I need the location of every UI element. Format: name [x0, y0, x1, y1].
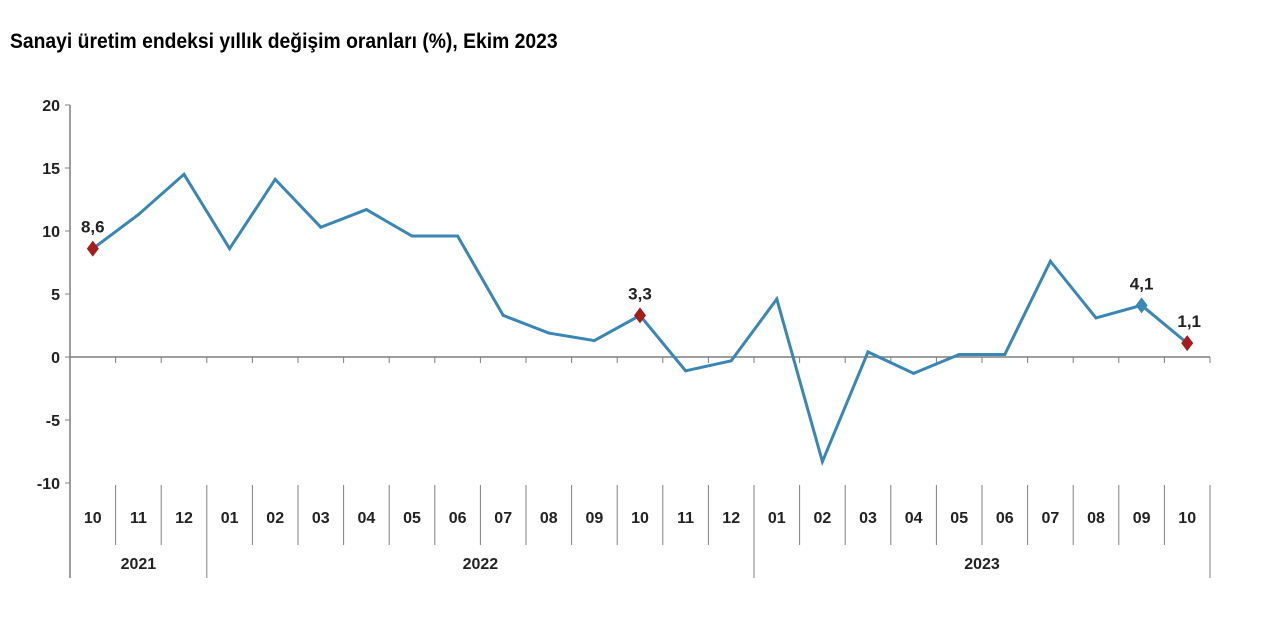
x-tick-label: 01: [221, 510, 239, 527]
x-tick-label: 05: [950, 510, 968, 527]
x-tick-label: 11: [677, 510, 694, 527]
x-tick-label: 04: [905, 510, 923, 527]
data-point: [501, 313, 505, 317]
data-point: [866, 350, 870, 354]
x-tick-label: 10: [1178, 510, 1196, 527]
data-point: [592, 339, 596, 343]
x-tick-label: 05: [403, 510, 421, 527]
x-tick-label: 09: [586, 510, 604, 527]
x-tick-label: 04: [358, 510, 376, 527]
x-tick-label: 08: [1087, 510, 1105, 527]
data-label: 8,6: [81, 218, 105, 237]
y-tick-label: 0: [51, 350, 60, 367]
x-tick-label: 06: [449, 510, 467, 527]
x-tick-label: 06: [996, 510, 1014, 527]
y-tick-label: 5: [51, 287, 60, 304]
marker-diamond: [1181, 335, 1194, 352]
marker-diamond: [1135, 297, 1148, 314]
data-point: [182, 172, 186, 176]
x-tick-label: 10: [84, 510, 102, 527]
data-point: [410, 234, 414, 238]
x-tick-label: 09: [1133, 510, 1151, 527]
x-tick-label: 02: [814, 510, 832, 527]
x-tick-label: 12: [722, 510, 740, 527]
x-tick-label: 03: [859, 510, 877, 527]
y-tick-label: 10: [42, 224, 60, 241]
data-point: [273, 177, 277, 181]
data-point: [547, 331, 551, 335]
chart-title: Sanayi üretim endeksi yıllık değişim ora…: [10, 30, 558, 53]
data-label: 1,1: [1177, 312, 1201, 331]
data-point: [684, 369, 688, 373]
x-tick-label: 08: [540, 510, 558, 527]
data-point: [228, 247, 232, 251]
y-tick-label: -10: [37, 476, 60, 493]
x-tick-label: 10: [631, 510, 649, 527]
data-point: [957, 352, 961, 356]
x-tick-label: 02: [266, 510, 284, 527]
data-point: [136, 213, 140, 217]
data-point: [1094, 316, 1098, 320]
x-tick-label: 12: [175, 510, 193, 527]
marker-diamond: [86, 240, 99, 257]
y-tick-label: 20: [42, 98, 60, 115]
y-tick-label: -5: [46, 413, 60, 430]
x-tick-label: 01: [768, 510, 786, 527]
marker-diamond: [634, 307, 646, 324]
data-label: 4,1: [1130, 274, 1154, 293]
data-point: [319, 225, 323, 229]
data-point: [456, 234, 460, 238]
data-point: [364, 208, 368, 212]
data-point: [820, 460, 824, 464]
year-label: 2021: [121, 556, 157, 573]
year-label: 2023: [964, 556, 1000, 573]
data-label: 3,3: [628, 284, 652, 303]
data-point: [1048, 259, 1052, 263]
x-tick-label: 07: [494, 510, 512, 527]
year-label: 2022: [463, 556, 499, 573]
x-tick-label: 07: [1042, 510, 1060, 527]
x-tick-label: 03: [312, 510, 330, 527]
data-point: [775, 297, 779, 301]
y-tick-label: 15: [42, 161, 60, 178]
data-point: [1003, 352, 1007, 356]
data-point: [912, 371, 916, 375]
data-point: [729, 359, 733, 363]
x-tick-label: 11: [130, 510, 147, 527]
